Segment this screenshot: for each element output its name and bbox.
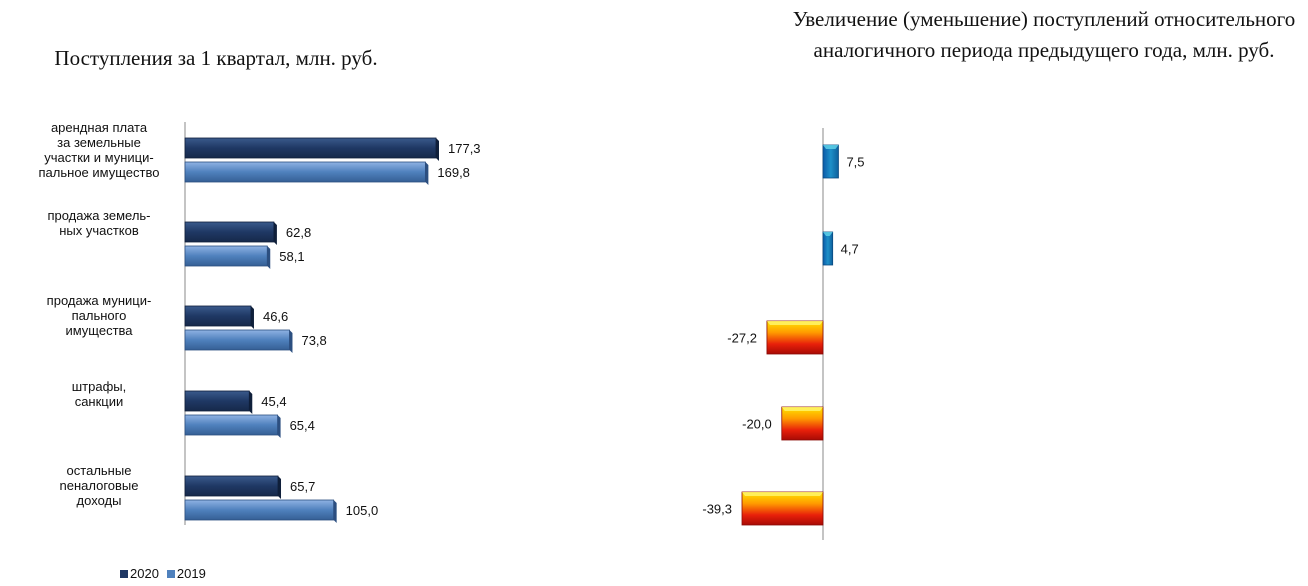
left-chart-title: Поступления за 1 квартал, млн. руб.: [54, 46, 378, 70]
data-label: 65,7: [290, 479, 315, 494]
legend-swatch: [120, 569, 128, 578]
legend-label: 2019: [176, 566, 206, 581]
bar-negative: [781, 406, 824, 441]
data-label: 58,1: [279, 249, 304, 264]
bar-2020: [184, 305, 252, 327]
legend-item-2020: 2020: [120, 566, 159, 581]
bar-2019: [184, 414, 278, 436]
right-chart: 7,5 4,7 -27,2 -20,0 -39,3: [702, 128, 865, 540]
data-label: 177,3: [448, 141, 481, 156]
bar-3d-side: [289, 330, 293, 353]
data-label: 65,4: [290, 418, 315, 433]
data-label: -39,3: [702, 502, 732, 517]
data-label: 73,8: [301, 333, 326, 348]
data-label: -20,0: [742, 417, 772, 432]
bar-2020: [184, 475, 279, 497]
bar-3d-side: [333, 500, 337, 523]
bar-bevel: [742, 492, 823, 496]
bar-3d-side: [436, 138, 439, 161]
data-label: -27,2: [727, 331, 757, 346]
bar-2020: [184, 137, 437, 159]
category-label: продажа земель- ных участков: [47, 208, 151, 238]
data-label: 62,8: [286, 225, 311, 240]
legend-swatch: [166, 569, 175, 578]
bar-2020: [184, 221, 275, 243]
category-label: арендная плата за земельные участки и му…: [38, 120, 160, 180]
bar-2019: [184, 161, 426, 183]
category-label: штрафы, санкции: [71, 379, 127, 409]
data-label: 169,8: [437, 165, 470, 180]
bar-2020: [184, 390, 250, 412]
bar-bevel: [766, 321, 823, 325]
bar-positive: [822, 231, 834, 266]
chart-legend: 2020 2019: [120, 566, 214, 581]
bar-2019: [184, 499, 335, 521]
right-chart-title: Увеличение (уменьшение) поступлений отно…: [792, 7, 1296, 62]
category-label: остальные neналоговые доходы: [59, 463, 139, 508]
bar-bevel: [823, 145, 839, 149]
bar-positive: [822, 144, 839, 179]
data-label: 45,4: [261, 394, 286, 409]
data-label: 4,7: [841, 242, 859, 257]
bar-3d-side: [425, 162, 429, 185]
bar-3d-side: [249, 391, 253, 414]
bar-3d-side: [278, 476, 282, 499]
bar-bevel: [823, 232, 833, 236]
legend-item-2019: 2019: [166, 566, 206, 581]
bar-3d-side: [277, 415, 281, 438]
legend-label: 2020: [130, 566, 159, 581]
data-label: 46,6: [263, 309, 288, 324]
data-label: 105,0: [346, 503, 379, 518]
bar-negative: [766, 320, 824, 355]
bar-3d-side: [273, 222, 277, 245]
bar-bevel: [781, 407, 823, 411]
category-label: продажа муници- пального имущества: [46, 293, 152, 338]
bar-negative: [741, 491, 824, 526]
bar-2019: [184, 245, 268, 267]
bar-3d-side: [267, 246, 271, 269]
bar-3d-side: [250, 306, 254, 329]
left-chart: 177,3 62,8 46,6 45,4 65,7 169,8 58,1 73,8 65,4 10…: [184, 122, 481, 525]
data-label: 7,5: [846, 155, 864, 170]
bar-2019: [184, 329, 290, 351]
